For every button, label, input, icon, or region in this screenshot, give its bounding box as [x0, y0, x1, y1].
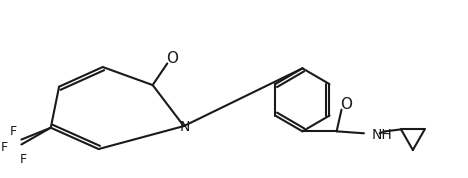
Text: F: F	[0, 141, 7, 154]
Text: N: N	[180, 120, 190, 134]
Text: O: O	[340, 97, 352, 112]
Text: NH: NH	[372, 128, 393, 142]
Text: O: O	[166, 51, 178, 66]
Text: F: F	[20, 153, 27, 166]
Text: F: F	[10, 125, 17, 138]
